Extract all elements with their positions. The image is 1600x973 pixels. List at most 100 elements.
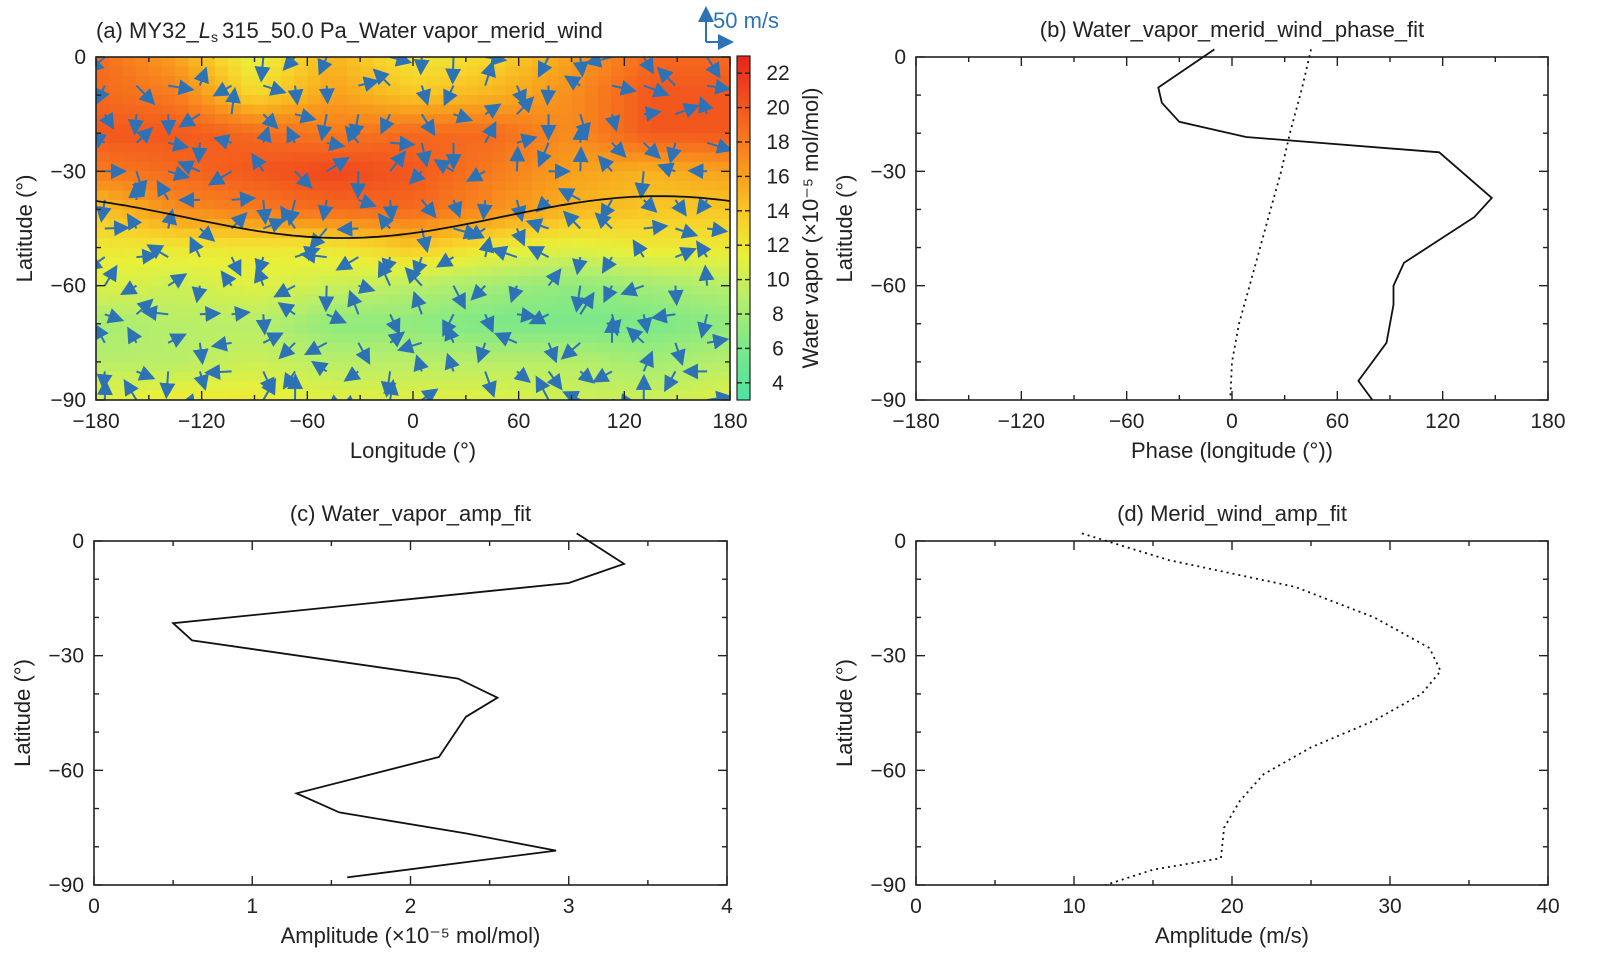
color-cell — [426, 95, 440, 106]
wind-vector — [278, 342, 296, 360]
color-cell — [373, 361, 388, 372]
color-cell — [716, 123, 730, 134]
color-cell — [294, 152, 308, 163]
color-cell — [188, 190, 203, 201]
color-cell — [373, 161, 388, 172]
color-cell — [254, 104, 269, 115]
color-cell — [703, 238, 718, 249]
color-cell — [254, 323, 269, 334]
wind-vector — [127, 326, 143, 345]
color-cell — [267, 57, 282, 68]
color-cell — [611, 333, 625, 344]
color-cell — [201, 133, 216, 144]
wind-vector — [413, 354, 429, 373]
color-cell — [650, 352, 665, 363]
x-axis-label: Amplitude (×10⁻⁵ mol/mol) — [281, 923, 541, 948]
color-cell — [96, 180, 110, 191]
color-cell — [650, 57, 665, 68]
color-cell — [439, 238, 454, 249]
wind-vector — [470, 283, 488, 301]
color-cell — [597, 123, 612, 134]
color-cell — [703, 228, 718, 239]
color-cell — [373, 219, 388, 230]
color-cell — [96, 352, 110, 363]
color-cell — [228, 95, 242, 106]
y-axis-label: Latitude (°) — [832, 175, 857, 283]
color-cell — [558, 352, 573, 363]
color-cell — [148, 142, 163, 153]
color-cell — [558, 66, 573, 77]
color-cell — [413, 142, 427, 153]
color-cell — [399, 257, 414, 268]
color-cell — [465, 361, 480, 372]
x-tick-label: 60 — [507, 410, 530, 433]
color-cell — [241, 209, 256, 220]
color-cell — [505, 180, 520, 191]
wind-vector — [475, 342, 491, 364]
color-cell — [254, 85, 269, 96]
color-cell — [465, 266, 480, 277]
color-cell — [479, 257, 493, 268]
color-cell — [518, 76, 533, 87]
color-cell — [531, 304, 546, 315]
color-cell — [214, 199, 229, 210]
color-cell — [175, 323, 190, 334]
color-cell — [386, 342, 401, 353]
color-cell — [386, 352, 401, 363]
color-cell — [492, 123, 507, 134]
color-cell — [677, 180, 691, 191]
wind-vector — [96, 85, 110, 106]
color-cell — [716, 371, 730, 382]
color-cell — [597, 228, 612, 239]
wind-vector — [562, 210, 582, 230]
color-cell — [492, 180, 507, 191]
wind-vector — [261, 377, 277, 400]
color-cell — [320, 142, 335, 153]
color-cell — [650, 199, 665, 210]
color-cell — [347, 257, 361, 268]
color-cell — [399, 180, 414, 191]
color-cell — [267, 390, 282, 400]
color-cell — [531, 190, 546, 201]
color-cell — [518, 304, 533, 315]
color-cell — [333, 209, 348, 220]
color-cell — [109, 238, 123, 249]
color-cell — [716, 190, 730, 201]
color-cell — [347, 323, 361, 334]
color-cell — [201, 85, 216, 96]
color-cell — [241, 133, 256, 144]
color-cell — [624, 228, 639, 239]
color-cell — [531, 238, 546, 249]
panel-c-frame — [93, 540, 728, 886]
color-cell — [188, 361, 203, 372]
color-cell — [465, 276, 480, 287]
color-cell — [399, 152, 414, 163]
color-cell — [584, 219, 599, 230]
color-cell — [399, 199, 414, 210]
color-cell — [624, 257, 639, 268]
color-cell — [531, 323, 546, 334]
color-cell — [267, 133, 282, 144]
color-cell — [333, 152, 348, 163]
wind-vector — [675, 57, 677, 58]
color-cell — [624, 371, 639, 382]
color-cell — [347, 95, 361, 106]
color-cell — [360, 95, 374, 106]
color-cell — [214, 247, 229, 258]
wind-vector — [467, 224, 486, 240]
color-cell — [214, 266, 229, 277]
color-cell — [175, 390, 190, 400]
color-cell — [664, 333, 678, 344]
color-cell — [267, 238, 282, 249]
color-cell — [611, 371, 625, 382]
color-cell — [148, 361, 163, 372]
color-cell — [426, 133, 440, 144]
colorbar-tick-label: 12 — [766, 234, 789, 257]
color-cell — [677, 361, 691, 372]
y-axis-label: Latitude (°) — [10, 659, 35, 767]
wind-vector — [385, 313, 401, 336]
color-cell — [584, 238, 599, 249]
color-cell — [214, 76, 229, 87]
color-cell — [162, 342, 176, 353]
color-cell — [307, 161, 322, 172]
